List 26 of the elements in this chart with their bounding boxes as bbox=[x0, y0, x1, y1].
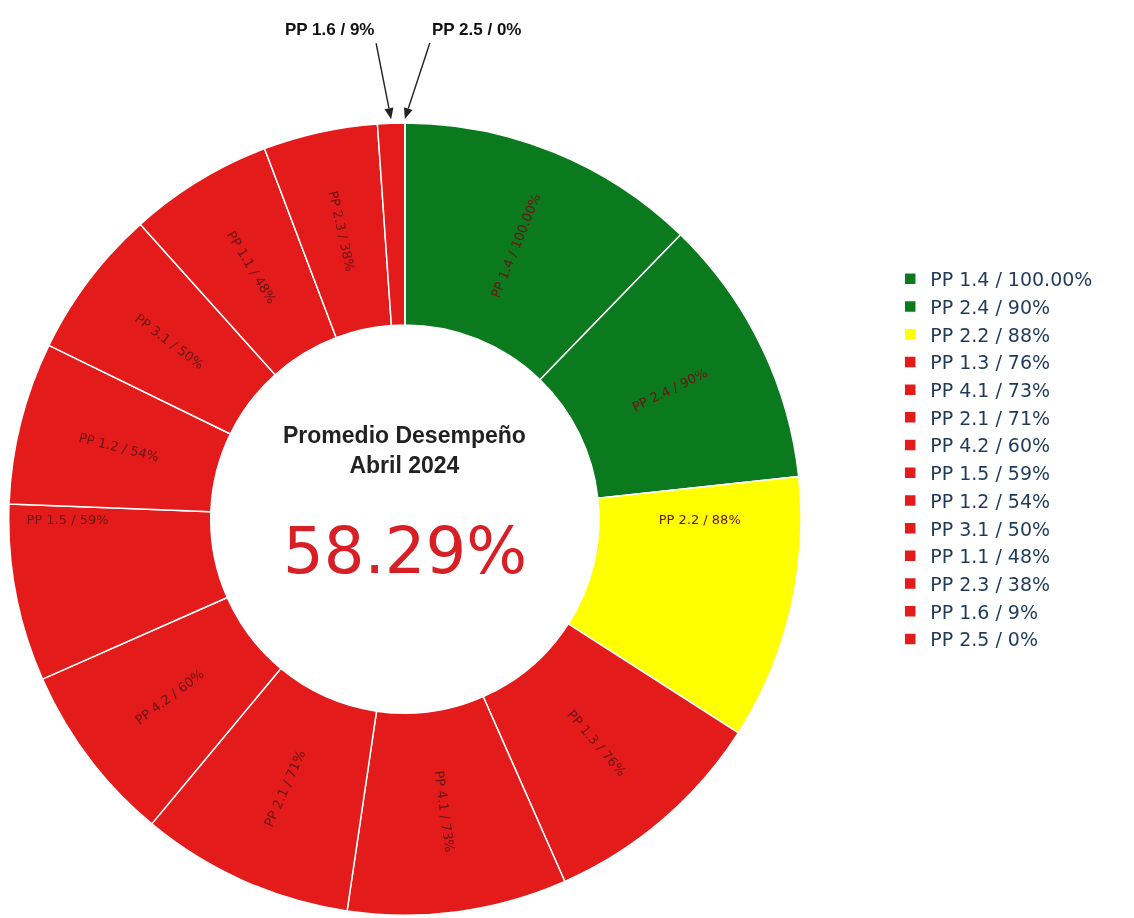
legend-label: PP 1.3 / 76% bbox=[930, 351, 1051, 374]
slice-label: PP 4.1 / 73% bbox=[431, 769, 458, 853]
legend-label: PP 1.1 / 48% bbox=[930, 545, 1051, 568]
slice-label: PP 2.3 / 38% bbox=[325, 189, 358, 273]
text: Promedio Desempeño Abril 2024 bbox=[283, 422, 526, 478]
slice-label: PP 1.2 / 54% bbox=[77, 429, 161, 465]
legend-label: PP 2.4 / 90% bbox=[930, 295, 1051, 318]
legend-label: PP 2.3 / 38% bbox=[930, 572, 1051, 595]
text: 58.29% bbox=[283, 514, 528, 588]
legend-label: PP 4.2 / 60% bbox=[930, 434, 1051, 457]
legend-label: PP 1.4 / 100.00% bbox=[930, 268, 1093, 291]
category-label: PP 2.5 / 0% bbox=[432, 20, 522, 39]
legend-label: PP 2.1 / 71% bbox=[930, 406, 1051, 429]
legend-label: PP 1.5 / 59% bbox=[930, 462, 1051, 485]
legend-label: PP 1.6 / 9% bbox=[930, 600, 1038, 623]
legend-label: PP 2.2 / 88% bbox=[930, 323, 1051, 346]
slice-label: PP 1.5 / 59% bbox=[26, 511, 109, 527]
slice-label: PP 1.6 / 9% bbox=[285, 20, 375, 39]
slice-label: PP 2.2 / 88% bbox=[658, 511, 741, 527]
slice-label: PP 4.2 / 60% bbox=[132, 666, 207, 728]
legend-label: PP 4.1 / 73% bbox=[930, 379, 1051, 402]
legend-label: PP 3.1 / 50% bbox=[930, 517, 1051, 540]
legend-label: PP 1.2 / 54% bbox=[930, 489, 1051, 512]
slice-label: PP 2.1 / 71% bbox=[261, 747, 309, 829]
legend-label: PP 2.5 / 0% bbox=[930, 628, 1038, 651]
slice-label: PP 2.4 / 90% bbox=[629, 364, 710, 415]
